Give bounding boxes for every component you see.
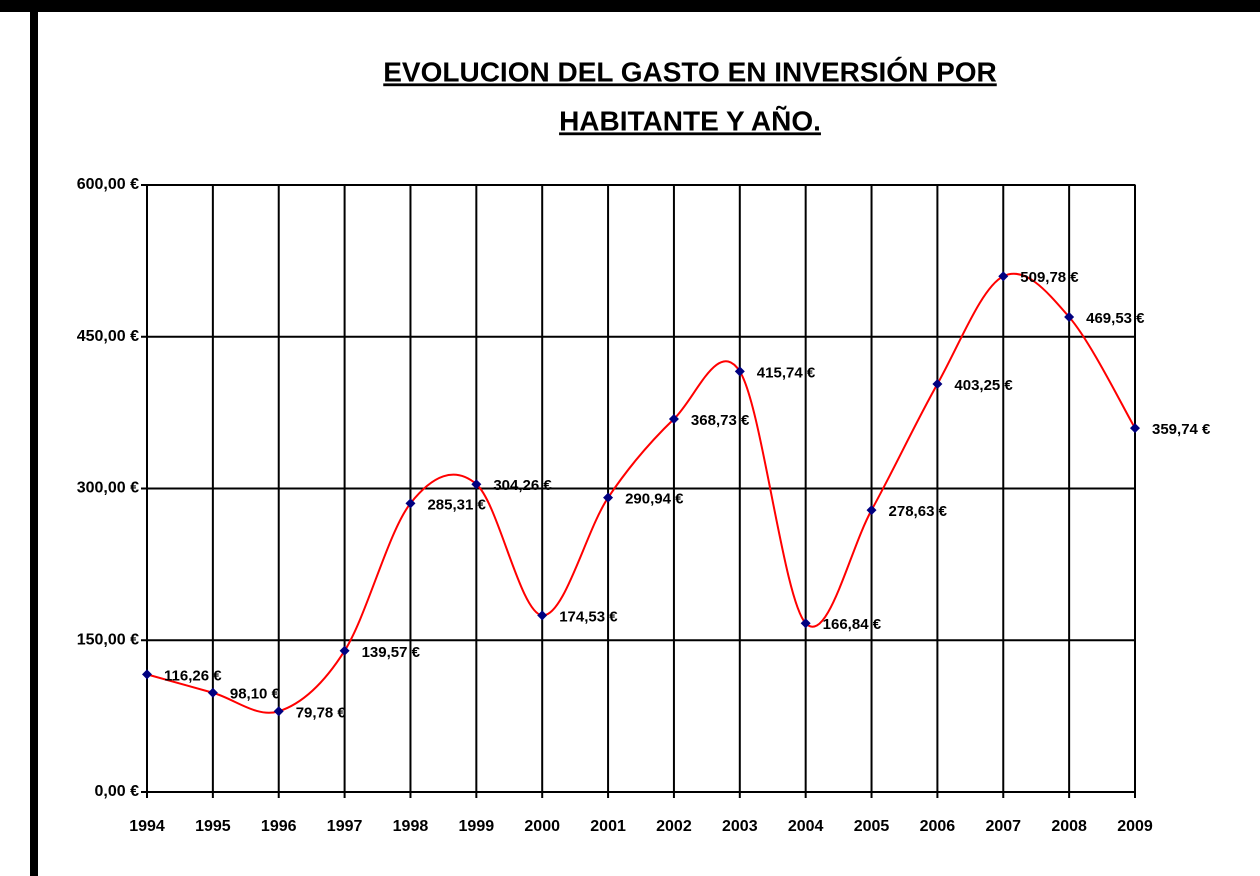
data-label: 469,53 € — [1086, 310, 1145, 327]
x-tick-label: 1994 — [129, 818, 165, 835]
data-label: 79,78 € — [296, 704, 347, 721]
marker — [932, 379, 943, 390]
marker — [339, 645, 350, 656]
data-label: 98,10 € — [230, 686, 281, 703]
x-tick-label: 1995 — [195, 818, 231, 835]
marker — [668, 413, 679, 424]
data-label: 290,94 € — [625, 491, 684, 508]
marker — [405, 498, 416, 509]
marker — [273, 706, 284, 717]
data-label: 278,63 € — [889, 503, 948, 520]
data-label: 359,74 € — [1152, 421, 1211, 438]
x-tick-label: 2003 — [722, 818, 758, 835]
x-tick-label: 1996 — [261, 818, 297, 835]
data-label: 403,25 € — [954, 377, 1013, 394]
marker — [1130, 423, 1140, 434]
x-tick-label: 2001 — [590, 818, 626, 835]
data-label: 509,78 € — [1020, 269, 1079, 286]
x-tick-label: 2002 — [656, 818, 692, 835]
marker — [1064, 311, 1075, 322]
chart-title: HABITANTE Y AÑO. — [559, 105, 821, 136]
x-tick-label: 2005 — [854, 818, 890, 835]
x-tick-label: 1998 — [393, 818, 429, 835]
marker — [537, 610, 548, 621]
y-tick-label: 150,00 € — [77, 631, 139, 648]
y-tick-label: 300,00 € — [77, 480, 139, 497]
x-tick-label: 2000 — [524, 818, 560, 835]
marker — [603, 492, 614, 503]
data-label: 166,84 € — [823, 616, 882, 633]
x-tick-label: 1997 — [327, 818, 363, 835]
marker — [142, 669, 152, 680]
frame-top — [0, 0, 1260, 12]
data-label: 368,73 € — [691, 412, 750, 429]
data-label: 304,26 € — [493, 477, 552, 494]
chart-title: EVOLUCION DEL GASTO EN INVERSIÓN POR — [383, 56, 997, 87]
x-tick-label: 2006 — [920, 818, 956, 835]
data-label: 415,74 € — [757, 364, 816, 381]
y-tick-label: 600,00 € — [77, 176, 139, 193]
x-tick-label: 1999 — [459, 818, 495, 835]
y-tick-label: 0,00 € — [95, 783, 140, 800]
marker — [800, 618, 811, 629]
marker — [207, 687, 218, 698]
data-label: 285,31 € — [427, 496, 486, 513]
marker — [998, 271, 1009, 282]
data-label: 116,26 € — [164, 667, 222, 684]
x-tick-label: 2007 — [985, 818, 1021, 835]
y-tick-label: 450,00 € — [77, 328, 139, 345]
data-label: 139,57 € — [362, 644, 421, 661]
x-tick-label: 2009 — [1117, 818, 1153, 835]
marker — [471, 479, 482, 490]
marker — [734, 366, 745, 377]
marker — [866, 505, 877, 516]
x-tick-label: 2008 — [1051, 818, 1087, 835]
x-tick-label: 2004 — [788, 818, 824, 835]
frame-left — [30, 0, 38, 876]
data-label: 174,53 € — [559, 608, 618, 625]
